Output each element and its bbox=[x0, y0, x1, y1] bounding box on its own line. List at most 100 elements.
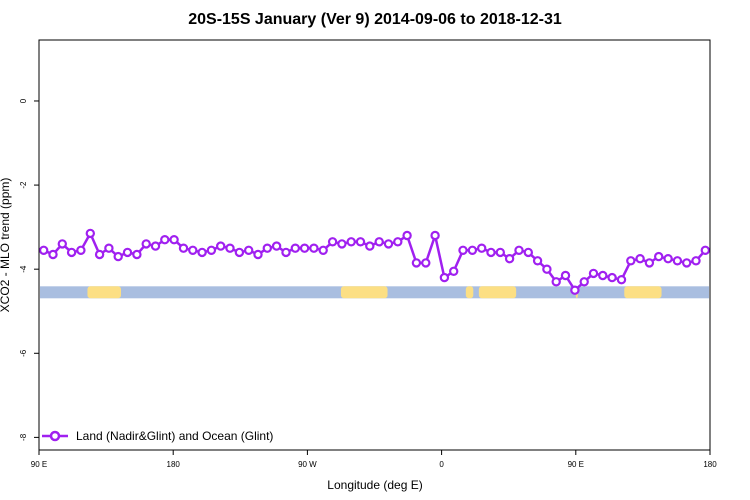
data-point bbox=[85, 228, 96, 239]
x-tick-label: 180 bbox=[167, 460, 181, 469]
data-point bbox=[421, 258, 431, 268]
data-point bbox=[616, 275, 627, 285]
data-point bbox=[477, 243, 487, 253]
data-point bbox=[309, 243, 319, 253]
data-point bbox=[495, 247, 505, 258]
chart-title: 20S-15S January (Ver 9) 2014-09-06 to 20… bbox=[188, 11, 562, 28]
data-point bbox=[48, 249, 58, 260]
data-point bbox=[281, 247, 291, 258]
data-point bbox=[393, 237, 403, 247]
data-point bbox=[607, 272, 617, 283]
y-tick-label: -6 bbox=[19, 349, 28, 357]
data-point bbox=[318, 245, 328, 255]
x-axis: 90 E 180 90 W 0 90 E 180 bbox=[31, 450, 717, 469]
data-point bbox=[132, 249, 142, 260]
data-point bbox=[383, 239, 394, 249]
data-point bbox=[39, 245, 49, 255]
data-point bbox=[337, 239, 347, 249]
data-point bbox=[542, 264, 552, 274]
x-tick-label: 90 E bbox=[31, 460, 47, 469]
plot-frame bbox=[38, 39, 711, 451]
data-point bbox=[588, 268, 599, 279]
data-point bbox=[66, 247, 77, 258]
data-point bbox=[486, 247, 496, 258]
data-point bbox=[57, 239, 68, 249]
data-point bbox=[682, 258, 692, 268]
y-axis-label: XCO2 - MLO trend (ppm) bbox=[0, 178, 12, 313]
series-points bbox=[39, 228, 711, 295]
data-point bbox=[188, 245, 198, 255]
data-point bbox=[532, 256, 543, 266]
data-point bbox=[365, 241, 375, 251]
data-point bbox=[150, 241, 161, 251]
y-tick-label: -2 bbox=[19, 181, 28, 189]
data-point bbox=[551, 277, 561, 287]
x-axis-label: Longitude (deg E) bbox=[327, 478, 422, 492]
data-point bbox=[290, 243, 300, 253]
data-point bbox=[299, 243, 310, 253]
land-segment bbox=[465, 286, 474, 299]
data-point bbox=[672, 256, 683, 266]
data-point bbox=[411, 258, 422, 268]
data-point bbox=[215, 241, 226, 251]
data-point bbox=[122, 247, 133, 258]
data-point bbox=[141, 239, 151, 249]
data-point bbox=[626, 256, 636, 266]
data-point bbox=[598, 270, 608, 281]
data-point bbox=[197, 247, 207, 258]
data-point bbox=[160, 234, 170, 245]
series-group bbox=[39, 228, 711, 295]
data-point bbox=[449, 266, 459, 276]
data-point bbox=[355, 237, 366, 247]
surface-strip bbox=[40, 286, 709, 299]
data-point bbox=[402, 230, 412, 241]
x-tick-label: 180 bbox=[703, 460, 717, 469]
x-tick-label: 0 bbox=[439, 460, 444, 469]
y-axis: 0 -2 -4 -6 -8 bbox=[19, 98, 39, 441]
data-point bbox=[504, 254, 515, 264]
data-point bbox=[262, 243, 272, 253]
data-point bbox=[253, 249, 263, 260]
legend-entry-label: Land (Nadir&Glint) and Ocean (Glint) bbox=[76, 429, 273, 443]
data-point bbox=[346, 237, 356, 247]
y-tick-label: -8 bbox=[19, 433, 28, 441]
data-point bbox=[523, 247, 534, 258]
data-point bbox=[271, 241, 282, 251]
land-segment bbox=[340, 286, 388, 299]
x-tick-label: 90 E bbox=[568, 460, 584, 469]
data-point bbox=[169, 234, 179, 245]
data-point bbox=[178, 243, 189, 253]
data-point bbox=[560, 270, 571, 281]
y-tick-label: 0 bbox=[19, 98, 28, 103]
data-point bbox=[663, 254, 673, 264]
land-segment bbox=[478, 286, 517, 299]
data-point bbox=[113, 251, 123, 262]
data-point bbox=[94, 249, 105, 260]
data-point bbox=[225, 243, 235, 253]
data-point bbox=[327, 237, 338, 247]
data-point bbox=[243, 245, 254, 255]
data-point bbox=[514, 245, 524, 255]
data-point bbox=[467, 245, 478, 255]
data-point bbox=[430, 230, 440, 241]
y-tick-label: -4 bbox=[19, 265, 28, 273]
data-point bbox=[374, 237, 384, 247]
land-segment bbox=[624, 286, 662, 299]
data-point bbox=[206, 245, 217, 255]
legend: Land (Nadir&Glint) and Ocean (Glint) bbox=[42, 429, 273, 443]
land-segment bbox=[87, 286, 122, 299]
data-point bbox=[691, 256, 701, 266]
data-point bbox=[570, 285, 580, 295]
data-point bbox=[104, 243, 114, 253]
data-point bbox=[635, 254, 645, 264]
data-point bbox=[654, 251, 664, 262]
data-point bbox=[644, 258, 655, 268]
legend-marker bbox=[49, 430, 61, 442]
data-point bbox=[458, 245, 468, 255]
data-point bbox=[76, 245, 86, 255]
x-tick-label: 90 W bbox=[298, 460, 317, 469]
data-point bbox=[439, 272, 450, 283]
data-point bbox=[234, 247, 245, 258]
data-point bbox=[579, 277, 589, 287]
